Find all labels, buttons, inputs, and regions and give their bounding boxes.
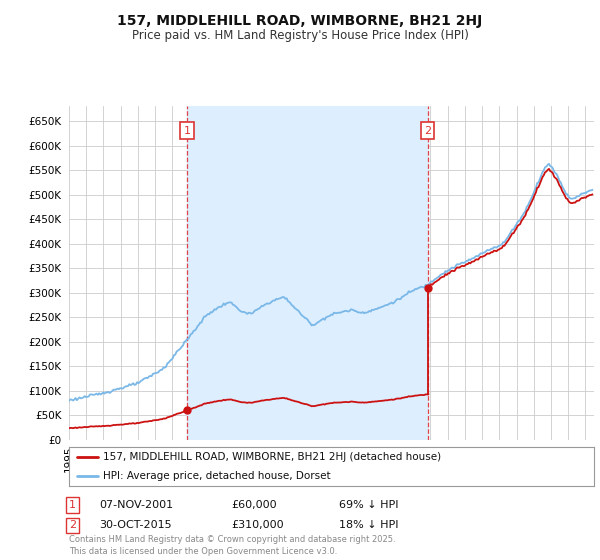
Text: HPI: Average price, detached house, Dorset: HPI: Average price, detached house, Dors… [103, 471, 331, 481]
Text: 69% ↓ HPI: 69% ↓ HPI [339, 500, 398, 510]
Text: 07-NOV-2001: 07-NOV-2001 [99, 500, 173, 510]
Text: 18% ↓ HPI: 18% ↓ HPI [339, 520, 398, 530]
Text: Contains HM Land Registry data © Crown copyright and database right 2025.
This d: Contains HM Land Registry data © Crown c… [69, 535, 395, 556]
Text: 2: 2 [424, 125, 431, 136]
Text: £310,000: £310,000 [231, 520, 284, 530]
Text: 2: 2 [69, 520, 76, 530]
Text: 157, MIDDLEHILL ROAD, WIMBORNE, BH21 2HJ (detached house): 157, MIDDLEHILL ROAD, WIMBORNE, BH21 2HJ… [103, 452, 441, 462]
Bar [187, 106, 428, 440]
Text: 1: 1 [69, 500, 76, 510]
Text: 157, MIDDLEHILL ROAD, WIMBORNE, BH21 2HJ: 157, MIDDLEHILL ROAD, WIMBORNE, BH21 2HJ [118, 14, 482, 28]
Text: 1: 1 [184, 125, 190, 136]
Text: 30-OCT-2015: 30-OCT-2015 [99, 520, 172, 530]
Text: Price paid vs. HM Land Registry's House Price Index (HPI): Price paid vs. HM Land Registry's House … [131, 29, 469, 42]
Text: £60,000: £60,000 [231, 500, 277, 510]
